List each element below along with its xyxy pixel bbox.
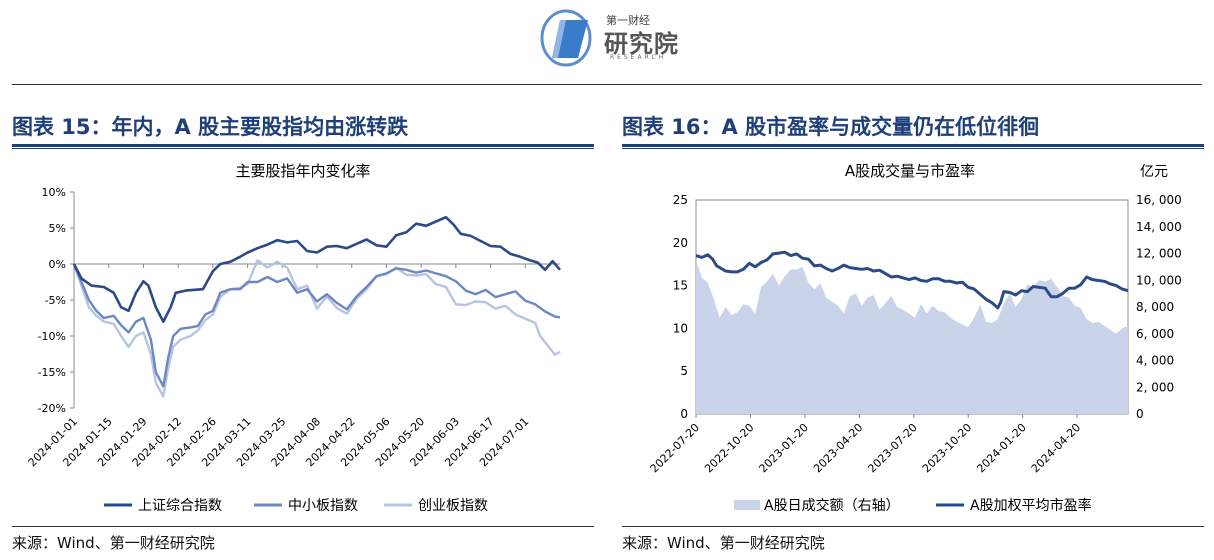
x-tick-label: 2023-10-20 xyxy=(920,421,974,475)
y-tick-label: 10% xyxy=(42,186,66,199)
logo-small-text: 第一财经 xyxy=(606,14,650,27)
heading-rule-thin xyxy=(622,148,1204,149)
source-rule xyxy=(12,526,594,527)
y-tick-label: 0% xyxy=(49,258,66,271)
series-line xyxy=(72,215,561,323)
chart-title: A股成交量与市盈率 xyxy=(845,162,975,180)
panel-left: 图表 15：年内，A 股主要股指均由涨转跌 主要股指年内变化率 10% 5% 0% -5… xyxy=(12,112,594,560)
source-rule xyxy=(622,526,1204,527)
panel-left-heading: 图表 15：年内，A 股主要股指均由涨转跌 xyxy=(12,115,409,139)
chart-title: 主要股指年内变化率 xyxy=(235,162,370,180)
panel-right-heading: 图表 16：A 股市盈率与成交量仍在低位徘徊 xyxy=(622,115,1040,139)
legend-label: 创业板指数 xyxy=(418,498,488,514)
source-text: 来源：Wind、第一财经研究院 xyxy=(12,534,215,552)
series-line xyxy=(72,263,561,388)
y2-tick-label: 8, 000 xyxy=(1136,300,1174,314)
y-tick-label: -15% xyxy=(38,366,66,379)
header-divider xyxy=(12,84,1202,85)
logo-mark-icon xyxy=(540,9,592,67)
x-tick-label: 2024-01-20 xyxy=(974,421,1028,475)
source-text: 来源：Wind、第一财经研究院 xyxy=(622,534,825,552)
panel-right: 图表 16：A 股市盈率与成交量仍在低位徘徊 A股成交量与市盈率 亿元 25 20 15… xyxy=(622,112,1204,560)
y-tick-label: 10 xyxy=(673,321,688,335)
y2-tick-label: 6, 000 xyxy=(1136,327,1174,341)
legend-label: A股加权平均市盈率 xyxy=(970,497,1092,514)
volume-area xyxy=(696,260,1128,414)
y2-unit-label: 亿元 xyxy=(1140,164,1168,180)
y-tick-label: 20 xyxy=(673,236,688,250)
y-tick-label: 25 xyxy=(673,193,688,207)
x-tick-label: 2023-07-20 xyxy=(865,421,919,475)
logo-main-text: 研究院 xyxy=(604,30,679,58)
x-tick-label: 2023-01-20 xyxy=(757,421,811,475)
x-tick-label: 2022-10-20 xyxy=(702,421,756,475)
y-tick-label: 5% xyxy=(49,222,66,235)
y2-tick-label: 2, 000 xyxy=(1136,380,1174,394)
y-tick-label: -20% xyxy=(38,402,66,415)
series-line xyxy=(72,259,561,398)
y2-tick-label: 14, 000 xyxy=(1136,220,1182,234)
heading-rule-thin xyxy=(12,148,594,149)
y2-tick-label: 10, 000 xyxy=(1136,273,1182,287)
legend-label: 中小板指数 xyxy=(288,498,358,514)
y-tick-label: -10% xyxy=(38,330,66,343)
legend-label: A股日成交额（右轴） xyxy=(764,497,900,514)
x-tick-label: 2022-07-20 xyxy=(648,421,702,475)
legend-label: 上证综合指数 xyxy=(138,498,222,514)
y2-tick-label: 0 xyxy=(1136,407,1144,421)
heading-rule xyxy=(12,144,594,147)
heading-rule xyxy=(622,144,1204,147)
legend-swatch xyxy=(734,500,760,510)
y2-tick-label: 16, 000 xyxy=(1136,193,1182,207)
pe-line xyxy=(695,250,1129,310)
logo-sub-text: RESEARCH xyxy=(610,54,667,61)
x-tick-label: 2023-04-20 xyxy=(811,421,865,475)
y-tick-label: 0 xyxy=(680,407,688,421)
chart-left: 主要股指年内变化率10%5%0%-5%-10%-15%-20%2024-01-0… xyxy=(26,162,561,514)
chart-right: A股成交量与市盈率 亿元 25 20 15 10 5 0 16, 000 14, 000 12, 0… xyxy=(648,162,1182,514)
y-tick-label: 15 xyxy=(673,279,688,293)
y2-tick-label: 4, 000 xyxy=(1136,354,1174,368)
y-tick-label: -5% xyxy=(45,294,66,307)
x-tick-label: 2024-04-20 xyxy=(1029,421,1083,475)
y-tick-label: 5 xyxy=(680,364,688,378)
y2-tick-label: 12, 000 xyxy=(1136,247,1182,261)
